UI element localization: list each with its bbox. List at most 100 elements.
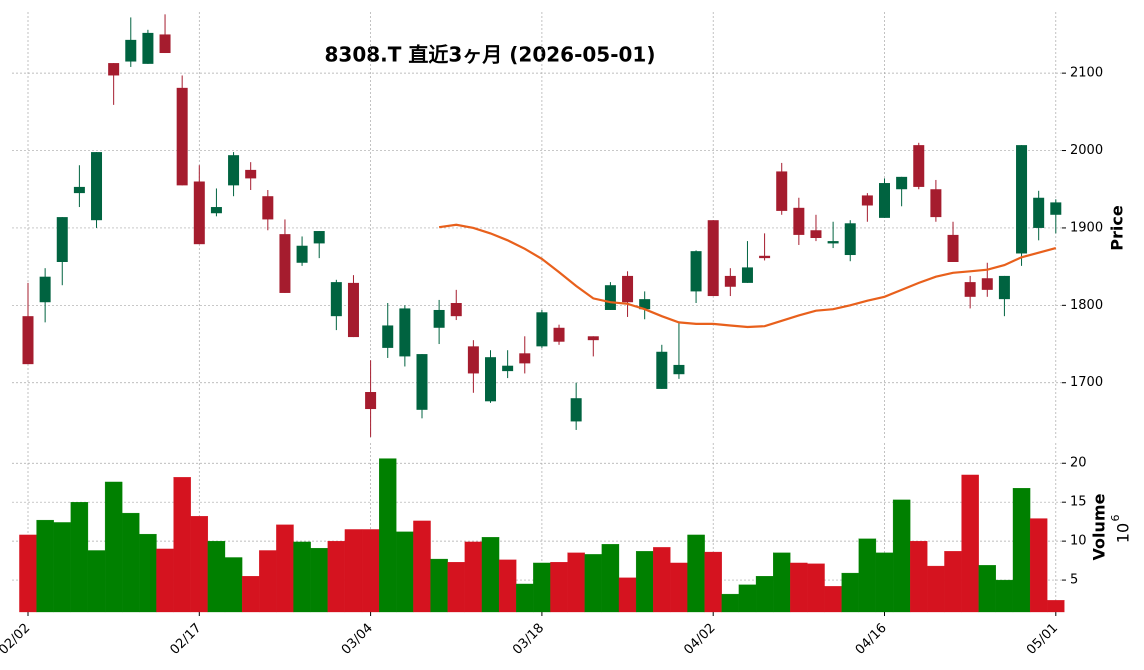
candle-body [639, 299, 651, 310]
candle-body [433, 309, 445, 328]
volume-bar [601, 544, 620, 613]
candle-body [879, 183, 890, 218]
volume-bar [70, 502, 89, 613]
candle-body [485, 357, 497, 402]
chart-title: 8308.T 直近3ヶ月 (2026-05-01) [325, 43, 656, 67]
volume-bar [653, 547, 671, 613]
candle-body [210, 207, 222, 214]
candle-body [587, 336, 599, 341]
volume-bar [481, 537, 500, 613]
volume-bar [207, 540, 226, 613]
volume-tick-label: 20 [1070, 456, 1087, 471]
candle-body [56, 217, 68, 262]
volume-bar [413, 520, 431, 613]
candle-body [810, 230, 822, 238]
volume-bar [687, 534, 705, 613]
volume-bar [807, 563, 825, 613]
x-tick-label: 04/16 [853, 621, 890, 658]
candle-body [656, 351, 668, 389]
candle-body [450, 303, 462, 317]
candle-body [1050, 202, 1062, 215]
volume-bar [241, 576, 260, 613]
volume-bar [361, 529, 380, 613]
volume-bar [927, 565, 945, 613]
candle-body [673, 364, 685, 375]
volume-bar [738, 584, 757, 613]
candle-body [947, 234, 959, 262]
candle-body [981, 278, 993, 290]
candle-body [279, 234, 291, 293]
candle-body [159, 34, 171, 54]
volume-bar [773, 552, 791, 613]
candle-body [22, 316, 34, 365]
candle-body [245, 169, 257, 179]
candle-body [347, 282, 359, 338]
candle-body [604, 285, 616, 310]
candle-body [622, 275, 634, 303]
volume-bar [584, 554, 603, 613]
candle-body [776, 171, 788, 211]
candle-body [193, 181, 205, 245]
candle-body [296, 245, 308, 263]
x-tick-label: 02/17 [168, 621, 205, 658]
volume-bar [396, 531, 414, 613]
candle-body [330, 282, 342, 317]
candle-body [125, 39, 137, 62]
volume-bar [430, 558, 448, 613]
candle-body [108, 63, 120, 76]
volume-bar [139, 533, 157, 613]
candle-body [793, 207, 805, 235]
candle-body [570, 398, 582, 422]
candle-body [262, 196, 274, 220]
volume-bar [875, 552, 894, 613]
volume-bar [464, 541, 483, 613]
candle-body [690, 251, 702, 292]
volume-bar [910, 540, 928, 613]
volume-bar [447, 562, 465, 613]
volume-bar [550, 562, 568, 613]
volume-tick-label: 10 [1070, 534, 1087, 549]
candle-body [313, 231, 325, 244]
volume-bar [961, 474, 979, 613]
x-tick-label: 03/04 [339, 621, 376, 658]
volume-bar [104, 481, 123, 613]
candle-body [416, 354, 428, 410]
candle-body [759, 255, 771, 259]
volume-bar [892, 499, 911, 613]
candle-body [827, 241, 839, 244]
volume-bar [790, 562, 808, 613]
candle-body [896, 176, 908, 190]
volume-bar [87, 550, 106, 613]
volume-bar [276, 524, 294, 613]
volume-bar [190, 516, 209, 613]
candle-body [502, 365, 514, 372]
volume-bar [995, 579, 1014, 613]
y-tick-label: 1900 [1070, 220, 1103, 235]
volume-bar [721, 593, 740, 613]
candle-body [741, 267, 753, 283]
candle-body [913, 145, 925, 187]
moving-average-line [438, 223, 1057, 329]
candle-body [930, 189, 942, 218]
candle-body [707, 220, 719, 297]
x-tick-label: 04/02 [681, 621, 718, 658]
y-axis-label: Price [1108, 205, 1127, 251]
candle-body [228, 155, 240, 186]
volume-bar [224, 557, 243, 613]
candle-body [73, 186, 85, 194]
candle-body [91, 152, 103, 221]
x-tick-label: 05/01 [1024, 621, 1061, 658]
volume-axis-label: Volume [1090, 493, 1109, 560]
volume-multiplier: 10 6 [1109, 515, 1133, 544]
volume-bar [533, 562, 551, 613]
volume-bar [670, 562, 688, 613]
volume-bar [259, 550, 277, 613]
volume-tick-label: 15 [1070, 495, 1087, 510]
candle-body [553, 327, 565, 342]
x-tick-label: 03/18 [510, 621, 547, 658]
volume-bar [755, 576, 774, 613]
volume-bar [978, 565, 996, 613]
volume-bar [567, 552, 585, 613]
volume-bar [1047, 600, 1065, 613]
